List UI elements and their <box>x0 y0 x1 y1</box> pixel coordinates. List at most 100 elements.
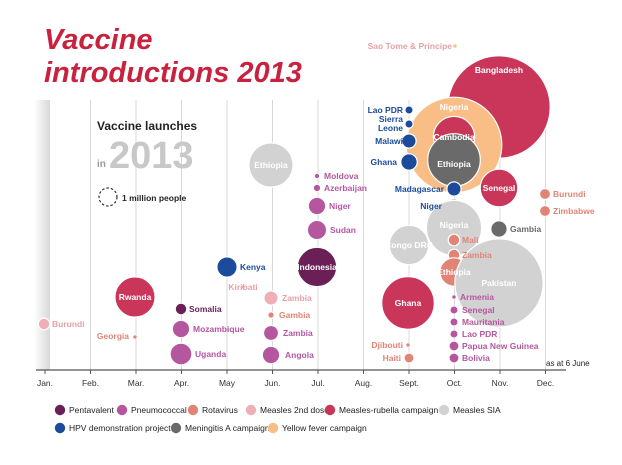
label-ghana-mr: Ghana <box>395 298 422 308</box>
label-haiti-rotavirus: Haiti <box>383 353 401 363</box>
label-senegal-mr: Senegal <box>483 183 516 193</box>
bubble-lao-pdr-pneumococcal <box>449 329 459 339</box>
label-zambia-pneumococcal: Zambia <box>283 328 313 338</box>
label-bangladesh-mr: Bangladesh <box>475 65 523 75</box>
bubble-zimbabwe-rotavirus <box>538 204 552 218</box>
legend-label-yf: Yellow fever campaign <box>282 423 367 433</box>
legend-label-pentavalent: Pentavalent <box>69 405 115 415</box>
month-label-mar: Mar. <box>128 378 145 388</box>
label-lao-pdr-pneumococcal: Lao PDR <box>462 329 497 339</box>
title-line-2: introductions 2013 <box>44 57 302 89</box>
legend-label-measles2: Measles 2nd dose <box>260 405 329 415</box>
label-gambia-mena: Gambia <box>510 224 541 234</box>
legend-label-mena: Meningitis A campaign <box>185 423 270 433</box>
bubble-somalia-pentavalent <box>174 302 188 316</box>
bubble-sao-tome-principe-yf <box>452 43 458 49</box>
bubble-moldova-pneumococcal <box>314 173 320 179</box>
bubble-series <box>37 43 552 366</box>
label-cambodia-mr: Cambodia <box>433 132 474 142</box>
bubble-niger-pneumococcal <box>307 196 327 216</box>
month-label-jun: Jun. <box>264 378 280 388</box>
bubble-labels: Burundi Georgia Rwanda Somalia Mozambique Uga… <box>52 41 595 363</box>
label-mali-rotavirus: Mali <box>462 235 479 245</box>
label-angola-pneumococcal: Angola <box>285 350 314 360</box>
size-key-label: 1 million people <box>122 193 187 203</box>
label-sierra-leone-hpv: Sierra Leone <box>378 114 403 133</box>
bubble-sierra-leone-hpv <box>404 119 414 129</box>
label-gambia-rotavirus: Gambia <box>279 310 310 320</box>
bubble-kiribati-measles2 <box>240 284 246 290</box>
label-ethiopia-rotavirus: Ethiopia <box>437 267 471 277</box>
legend-label-mr: Measles-rubella campaign <box>339 405 438 415</box>
legend-swatch-measles2 <box>245 404 257 416</box>
bubble-senegal-pneumococcal <box>449 305 459 315</box>
title-line-1: Vaccine <box>44 24 153 56</box>
label-ghana-hpv: Ghana <box>371 157 398 167</box>
month-label-sept: Sept. <box>399 378 419 388</box>
date-note: as at 6 June <box>546 359 590 368</box>
bubble-burundi-rotavirus <box>538 187 552 201</box>
month-label-apr: Apr. <box>174 378 189 388</box>
legend-swatch-pneumococcal <box>116 404 128 416</box>
label-papua-new-guinea-pneumococcal: Papua New Guinea <box>462 341 539 351</box>
month-label-aug: Aug. <box>355 378 373 388</box>
bubble-gambia-mena <box>490 220 508 238</box>
bubble-uganda-pneumococcal <box>169 342 193 366</box>
bubble-ethiopia-sia <box>248 142 294 188</box>
bubble-pakistan-sia <box>454 238 544 328</box>
bubble-djibouti-rotavirus <box>405 342 411 348</box>
x-axis-months: Jan. Feb. Mar. Apr. May Jun. Jul. Aug. Sept. Oct.… <box>37 370 554 388</box>
bubble-angola-pneumococcal <box>261 345 281 365</box>
bubble-malawi-hpv <box>401 133 417 149</box>
label-niger-hpv: Niger <box>420 201 442 211</box>
label-zambia-measles2: Zambia <box>282 293 312 303</box>
label-azerbaijan-pneumococcal: Azerbaijan <box>324 183 367 193</box>
month-label-oct: Oct. <box>447 378 463 388</box>
label-senegal-pneumococcal: Senegal <box>462 305 495 315</box>
label-rwanda-mr: Rwanda <box>119 292 152 302</box>
legend-swatch-yf <box>267 422 279 434</box>
legend-swatch-rotavirus <box>187 404 199 416</box>
bubble-papua-new-guinea-pneumococcal <box>448 340 460 352</box>
label-indonesia-pentavalent: Indonesia <box>297 262 337 272</box>
legend-label-rotavirus: Rotavirus <box>202 405 238 415</box>
bubble-rwanda-mr <box>114 276 156 318</box>
label-burundi-rotavirus: Burundi <box>553 189 586 199</box>
label-armenia-pneumococcal: Armenia <box>460 292 494 302</box>
bubble-indonesia-pentavalent <box>296 246 338 288</box>
subtitle-year: 2013 <box>109 135 194 177</box>
bubble-mauritania-pneumococcal <box>449 317 459 327</box>
label-ethiopia-sia: Ethiopia <box>254 160 288 170</box>
legend-swatch-mena <box>170 422 182 434</box>
legend-label-sia: Measles SIA <box>453 405 501 415</box>
label-moldova-pneumococcal: Moldova <box>324 171 359 181</box>
label-zimbabwe-rotavirus: Zimbabwe <box>553 206 595 216</box>
label-zambia-rotavirus: Zambia <box>462 250 492 260</box>
label-sao-tome-principe-yf: Sao Tome & Principe <box>368 41 453 51</box>
bubble-sudan-pneumococcal <box>306 219 328 241</box>
label-kenya-hpv: Kenya <box>240 262 266 272</box>
label-sudan-pneumococcal: Sudan <box>330 225 356 235</box>
bubble-congo-drc-sia <box>388 224 430 266</box>
label-lao-pdr-hpv: Lao PDR <box>368 105 403 115</box>
legend-swatch-pentavalent <box>54 404 66 416</box>
month-label-jan: Jan. <box>37 378 53 388</box>
legend-label-hpv: HPV demonstration project <box>69 423 171 433</box>
label-kiribati-measles2: Kiribati <box>228 282 257 292</box>
label-somalia-pentavalent: Somalia <box>189 304 222 314</box>
label-pakistan-sia: Pakistan <box>482 278 517 288</box>
label-bolivia-pneumococcal: Bolivia <box>462 353 490 363</box>
bubble-kenya-hpv <box>216 256 238 278</box>
label-congo-drc-sia: Congo DRC <box>385 240 433 250</box>
legend-swatch-hpv <box>54 422 66 434</box>
subtitle-in: in <box>97 159 106 170</box>
label-malawi-hpv: Malawi <box>375 136 403 146</box>
bubble-lao-pdr-hpv <box>404 105 414 115</box>
label-mozambique-pneumococcal: Mozambique <box>193 324 245 334</box>
label-nigeria-yf: Nigeria <box>440 102 469 112</box>
month-label-dec: Dec. <box>537 378 554 388</box>
bubble-zambia-measles2 <box>263 290 279 306</box>
bubble-azerbaijan-pneumococcal <box>312 183 322 193</box>
